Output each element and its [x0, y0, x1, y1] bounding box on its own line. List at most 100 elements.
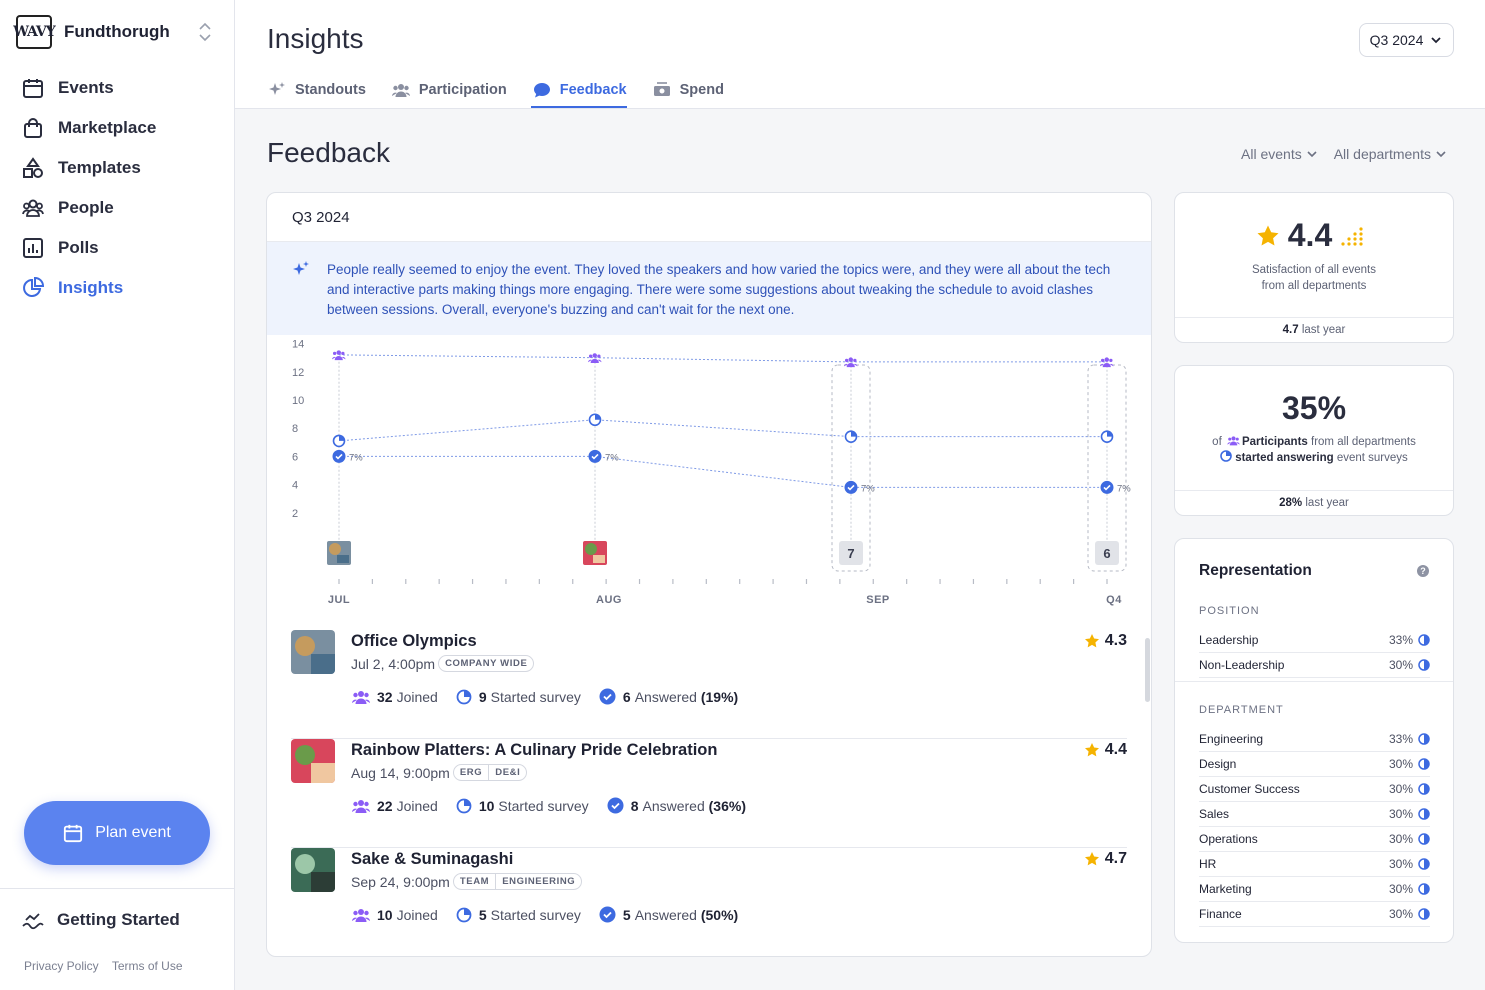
tab-participation[interactable]: Participation — [391, 72, 507, 108]
event-thumbnail[interactable] — [583, 541, 607, 565]
event-stats: 32 Joined 9 Started survey 6 Answered (19%) — [352, 688, 760, 705]
privacy-policy-link[interactable]: Privacy Policy — [24, 959, 99, 973]
sidebar-item-marketplace[interactable]: Marketplace — [22, 108, 222, 148]
started-count: 10 — [478, 797, 495, 814]
surveys-label: event surveys — [1336, 452, 1408, 464]
answered-label: Answered — [634, 688, 697, 705]
getting-started-link[interactable]: Getting Started — [22, 910, 180, 930]
y-tick-label: 14 — [292, 339, 304, 351]
department-row: Engineering 33% — [1199, 727, 1430, 752]
chevron-down-icon — [1307, 151, 1317, 158]
satisfaction-desc-1: Satisfaction of all events — [1251, 264, 1376, 276]
position-name: Leadership — [1199, 633, 1259, 647]
sidebar-item-insights[interactable]: Insights — [22, 268, 222, 308]
participants-icon — [844, 357, 858, 368]
event-tag: TEAM — [454, 874, 497, 889]
answered-point[interactable] — [588, 449, 602, 463]
answered-check-icon — [599, 688, 616, 705]
wave-people-icon — [22, 913, 44, 930]
plan-event-button[interactable]: Plan event — [24, 801, 210, 865]
event-row[interactable]: Sake & Suminagashi Sep 24, 9:00pm TEAM E… — [291, 848, 1127, 956]
y-tick-label: 10 — [292, 395, 304, 407]
department-name: Sales — [1199, 807, 1230, 821]
started-stat: 9 Started survey — [456, 689, 581, 705]
event-image — [291, 739, 335, 783]
event-date: Sep 24, 9:00pm TEAM ENGINEERING — [351, 873, 583, 890]
answered-point[interactable] — [1100, 480, 1114, 494]
event-date: Aug 14, 9:00pm ERG DE&I — [351, 764, 528, 781]
highlight-column[interactable] — [831, 364, 871, 572]
sidebar-item-events[interactable]: Events — [22, 68, 222, 108]
representation-title: Representation — [1199, 562, 1312, 579]
satisfaction-last-year: 4.7 last year — [1175, 317, 1453, 342]
insights-tabs: Standouts Participation Feedback Spend — [268, 72, 750, 108]
chevron-down-icon — [1436, 151, 1446, 158]
event-count-badge[interactable]: 7 — [839, 541, 863, 565]
tab-standouts[interactable]: Standouts — [268, 72, 366, 108]
departments-filter[interactable]: All departments — [1334, 146, 1447, 162]
sidebar-item-polls[interactable]: Polls — [22, 228, 222, 268]
department-value: 33% — [1388, 732, 1413, 746]
event-title[interactable]: Rainbow Platters: A Culinary Pride Celeb… — [351, 741, 718, 759]
star-icon — [1084, 634, 1099, 648]
period-select[interactable]: Q3 2024 — [1359, 23, 1454, 57]
joined-label: Joined — [396, 688, 438, 705]
y-tick-label: 6 — [292, 451, 298, 463]
star-icon — [1084, 743, 1099, 757]
started-survey-point[interactable] — [588, 413, 602, 427]
sidebar-item-label: People — [58, 198, 114, 217]
event-thumbnail[interactable] — [327, 541, 351, 565]
department-row: Operations 30% — [1199, 827, 1430, 852]
answered-count: 6 — [622, 688, 631, 705]
started-survey-point[interactable] — [332, 434, 346, 448]
feedback-card: Q3 2024 People really seemed to enjoy th… — [266, 192, 1152, 957]
ai-summary: People really seemed to enjoy the event.… — [267, 242, 1151, 335]
tab-spend[interactable]: Spend — [653, 72, 724, 108]
sidebar-divider — [0, 888, 234, 889]
department-name: Marketing — [1199, 882, 1252, 896]
started-survey-point[interactable] — [1100, 430, 1114, 443]
event-title[interactable]: Sake & Suminagashi — [351, 850, 514, 868]
answered-point[interactable] — [844, 480, 858, 494]
answered-stat: 6 Answered (19%) — [599, 688, 742, 705]
calendar-icon — [23, 79, 43, 98]
terms-of-use-link[interactable]: Terms of Use — [111, 959, 183, 973]
chart-svg: 14 12 10 8 6 4 2 7% 7% 7% 7% 7 6 JUL AUG SEP Q4 — [292, 339, 1131, 606]
event-row[interactable]: Rainbow Platters: A Culinary Pride Celeb… — [291, 739, 1127, 848]
started-survey-point[interactable] — [844, 430, 858, 443]
shopping-bag-icon — [24, 118, 42, 138]
sidebar-item-label: Templates — [58, 158, 141, 177]
participants-icon — [332, 350, 346, 361]
tab-feedback[interactable]: Feedback — [530, 72, 627, 108]
department-name: Finance — [1199, 907, 1242, 921]
mini-pie-icon — [1418, 758, 1430, 770]
event-row[interactable]: Office Olympics Jul 2, 4:00pm COMPANY WI… — [291, 630, 1127, 739]
joined-label: Joined — [396, 906, 438, 923]
tab-label: Spend — [679, 82, 724, 98]
highlight-column[interactable] — [1087, 364, 1127, 572]
section-title: Feedback — [267, 137, 390, 168]
workspace-switcher[interactable]: WAVY Fundthorugh — [13, 15, 170, 49]
chevron-up-down-icon[interactable] — [197, 22, 213, 42]
started-label: Started survey — [490, 688, 581, 705]
answered-point[interactable] — [332, 449, 346, 463]
department-row: Finance 30% — [1199, 902, 1430, 927]
x-tick-label: JUL — [328, 594, 350, 606]
signal-dots-icon — [1341, 226, 1363, 246]
header-divider — [235, 108, 1485, 109]
help-icon[interactable]: ? — [1417, 565, 1429, 577]
shapes-icon — [23, 157, 43, 178]
answered-stat: 5 Answered (50%) — [599, 906, 742, 923]
legal-links: Privacy Policy Terms of Use — [24, 959, 193, 973]
joined-count: 10 — [377, 906, 393, 923]
x-tick-label: Q4 — [1106, 594, 1122, 606]
event-tag: DE&I — [495, 767, 521, 778]
sidebar-item-templates[interactable]: Templates — [22, 148, 222, 188]
sidebar-item-label: Events — [58, 78, 114, 97]
event-count-badge[interactable]: 6 — [1095, 541, 1119, 565]
event-title[interactable]: Office Olympics — [351, 632, 477, 650]
sidebar-item-people[interactable]: People — [22, 188, 222, 228]
events-filter[interactable]: All events — [1241, 146, 1318, 162]
events-scrollbar[interactable] — [1145, 638, 1150, 702]
last-year-value: 28% — [1279, 497, 1303, 509]
